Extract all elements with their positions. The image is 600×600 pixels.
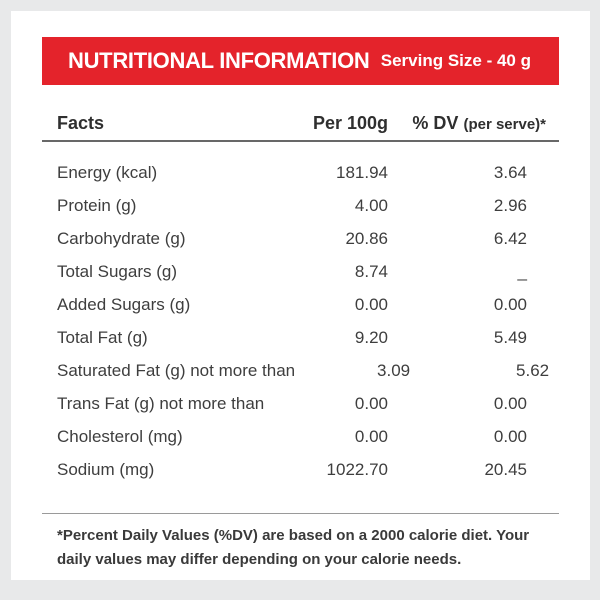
row-per100g-value: 20.86 xyxy=(345,228,388,248)
table-row-carbohydrate: Carbohydrate (g) 20.86 6.42 xyxy=(42,222,559,255)
column-header-facts: Facts xyxy=(57,112,105,133)
row-per100g-value: 3.09 xyxy=(377,360,411,380)
nutrition-label-card: NUTRITIONAL INFORMATION Serving Size - 4… xyxy=(11,11,590,580)
table-row-protein: Protein (g) 4.00 2.96 xyxy=(42,189,559,222)
table-header-row: Facts Per 100g % DV (per serve)* xyxy=(42,106,559,140)
table-row-energy: Energy (kcal) 181.94 3.64 xyxy=(42,156,559,189)
dv-header-main: % DV xyxy=(412,112,459,133)
row-dv-value: _ xyxy=(517,261,527,281)
row-per100g-value: 0.00 xyxy=(354,393,388,413)
table-row-total-fat: Total Fat (g) 9.20 5.49 xyxy=(42,321,559,354)
row-dv-value: 6.42 xyxy=(493,228,527,248)
column-header-per-100g: Per 100g xyxy=(312,112,388,133)
row-label: Total Fat (g) xyxy=(57,327,148,347)
row-per100g-value: 4.00 xyxy=(354,195,388,215)
row-label: Protein (g) xyxy=(57,195,137,215)
row-per100g-value: 8.74 xyxy=(354,261,388,281)
footnote-divider xyxy=(42,513,559,514)
row-label: Trans Fat (g) not more than xyxy=(57,393,265,413)
row-dv-value: 0.00 xyxy=(493,294,527,314)
row-label: Saturated Fat (g) not more than xyxy=(57,360,296,380)
table-body: Energy (kcal) 181.94 3.64 Protein (g) 4.… xyxy=(42,142,559,486)
row-dv-value: 5.49 xyxy=(493,327,527,347)
table-row-total-sugars: Total Sugars (g) 8.74 _ xyxy=(42,255,559,288)
row-dv-value: 3.64 xyxy=(493,162,527,182)
row-label: Added Sugars (g) xyxy=(57,294,191,314)
row-dv-value: 2.96 xyxy=(493,195,527,215)
header-divider xyxy=(42,140,559,142)
row-label: Carbohydrate (g) xyxy=(57,228,186,248)
row-dv-value: 0.00 xyxy=(493,426,527,446)
serving-size-text: Serving Size - 40 g xyxy=(380,51,531,70)
row-label: Total Sugars (g) xyxy=(57,261,177,281)
table-row-saturated-fat: Saturated Fat (g) not more than 3.09 5.6… xyxy=(42,354,559,387)
row-per100g-value: 0.00 xyxy=(354,426,388,446)
label-header-bar: NUTRITIONAL INFORMATION Serving Size - 4… xyxy=(42,37,559,85)
table-row-cholesterol: Cholesterol (mg) 0.00 0.00 xyxy=(42,420,559,453)
row-per100g-value: 0.00 xyxy=(354,294,388,314)
row-per100g-value: 181.94 xyxy=(336,162,388,182)
nutrition-table: Facts Per 100g % DV (per serve)* Energy … xyxy=(42,106,559,486)
row-dv-value: 20.45 xyxy=(484,459,527,479)
row-dv-value: 0.00 xyxy=(493,393,527,413)
row-dv-value: 5.62 xyxy=(516,360,550,380)
row-label: Sodium (mg) xyxy=(57,459,155,479)
row-per100g-value: 9.20 xyxy=(354,327,388,347)
row-label: Energy (kcal) xyxy=(57,162,158,182)
row-label: Cholesterol (mg) xyxy=(57,426,183,446)
label-title: NUTRITIONAL INFORMATION xyxy=(68,48,370,73)
column-header-dv: % DV (per serve)* xyxy=(388,113,559,134)
table-row-trans-fat: Trans Fat (g) not more than 0.00 0.00 xyxy=(42,387,559,420)
footnote-text: *Percent Daily Values (%DV) are based on… xyxy=(57,527,530,568)
table-row-sodium: Sodium (mg) 1022.70 20.45 xyxy=(42,453,559,486)
row-per100g-value: 1022.70 xyxy=(326,459,388,479)
table-row-added-sugars: Added Sugars (g) 0.00 0.00 xyxy=(42,288,559,321)
dv-header-sub: (per serve)* xyxy=(463,115,546,133)
